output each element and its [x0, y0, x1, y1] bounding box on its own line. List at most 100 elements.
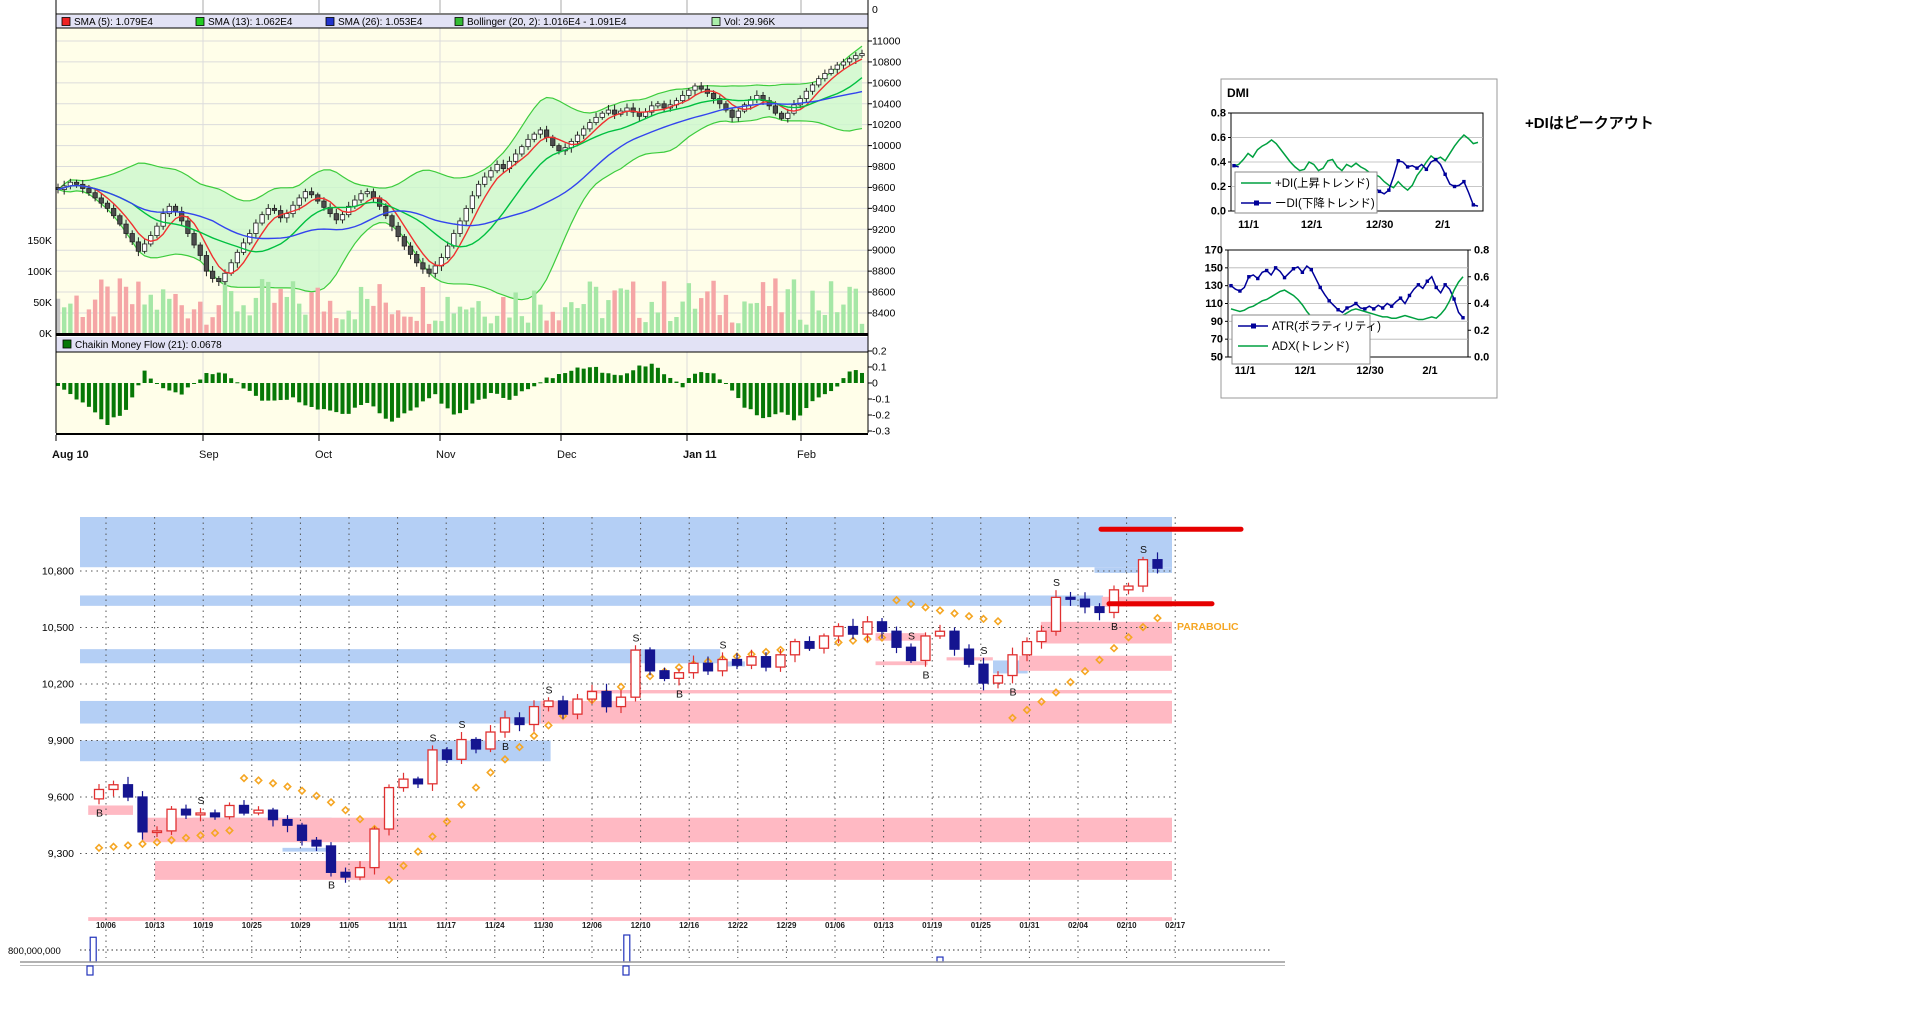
volume-bar	[68, 303, 73, 334]
candle-body	[688, 662, 699, 674]
parabolic-sar-dot	[529, 731, 539, 741]
dmi-chart-left-tick: 0.0	[1211, 206, 1226, 218]
candle-body	[426, 268, 432, 274]
chaikin-bar	[581, 368, 586, 383]
candle-body	[234, 251, 240, 264]
volume-bar	[383, 302, 388, 334]
volume-bar	[822, 314, 828, 334]
chaikin-bar	[420, 383, 425, 402]
candle-body	[195, 812, 206, 816]
volume-bar	[575, 308, 580, 334]
volume-bar	[61, 307, 67, 334]
sell-marker: S	[720, 639, 727, 651]
price-axis-label: 9200	[872, 224, 896, 236]
volume-bar	[587, 281, 593, 334]
volume-bar	[785, 289, 790, 334]
blue-price-band	[80, 649, 721, 664]
atr-marker	[1407, 293, 1412, 298]
candle-body	[543, 129, 550, 138]
candle-body	[500, 164, 506, 170]
volume-bar	[272, 302, 277, 334]
di-peakout-annotation: +DIはピークアウト	[1525, 115, 1654, 132]
chaikin-bar	[723, 383, 728, 384]
volume-bar	[630, 281, 636, 334]
volume-bar	[791, 279, 797, 334]
volume-bar	[494, 315, 500, 334]
sma-line-26	[57, 90, 863, 240]
chaikin-bar	[154, 383, 159, 385]
candle-body	[267, 809, 279, 821]
candle-body	[746, 656, 757, 666]
chaikin-bar	[86, 383, 91, 407]
chaikin-bar	[105, 383, 110, 425]
parabolic-sar-dot	[1124, 632, 1133, 642]
chaikin-bar	[99, 383, 104, 420]
candle-body	[934, 630, 946, 637]
parabolic-sar-dot	[152, 837, 162, 847]
chaikin-bar	[371, 383, 376, 407]
chaikin-bar	[185, 383, 190, 388]
candle-body	[649, 105, 655, 113]
volume-bar	[55, 298, 61, 334]
volume-bar	[748, 303, 753, 334]
volume-bar	[148, 294, 153, 334]
volume-bar	[297, 303, 302, 334]
chaikin-bar	[693, 373, 698, 383]
volume-bar	[414, 320, 419, 334]
price-axis-label: 10,500	[42, 622, 74, 634]
chaikin-bar	[513, 383, 518, 396]
candle-body	[475, 183, 482, 197]
parabolic-sar-dot	[471, 783, 481, 792]
atr-chart-left-tick: 70	[1211, 334, 1223, 346]
chaikin-bar	[495, 383, 500, 394]
minus-di-marker	[1415, 166, 1419, 170]
chaikin-axis-label: -0.1	[872, 394, 890, 406]
candle-body	[224, 804, 235, 818]
volume-bar	[371, 305, 376, 334]
candle-body	[775, 654, 786, 668]
volume-bar	[624, 289, 630, 334]
chaikin-axis-label: 0.2	[872, 346, 887, 358]
parabolic-sar-dot	[1153, 613, 1162, 623]
candle-body	[73, 181, 80, 185]
chaikin-bar	[216, 372, 221, 383]
atr-chart-x-tick: 11/1	[1235, 365, 1256, 377]
candle-body	[154, 225, 160, 236]
parabolic-sar-dot	[225, 826, 234, 835]
atr-marker	[1345, 306, 1349, 310]
volume-axis-label: 50K	[33, 297, 52, 309]
atr-marker	[1372, 307, 1376, 311]
chaikin-bar	[563, 373, 568, 383]
volume-baseline	[56, 333, 868, 336]
chaikin-bar	[860, 372, 864, 383]
chaikin-bar	[606, 373, 611, 383]
pink-price-band	[875, 661, 928, 666]
volume-bar	[507, 317, 512, 334]
volume-bar	[86, 309, 92, 334]
chaikin-bar	[427, 383, 432, 399]
chaikin-bar	[575, 367, 580, 383]
volume-bar	[804, 324, 809, 334]
chaikin-bar	[284, 383, 289, 400]
volume-bar	[760, 282, 766, 334]
chaikin-bar	[519, 383, 524, 392]
dmi-chart-left-tick: 0.4	[1211, 157, 1227, 169]
candle-body	[593, 116, 599, 124]
volume-bar	[303, 314, 308, 334]
atr-marker	[1238, 289, 1242, 293]
volume-bar	[235, 311, 240, 334]
date-label: 11/11	[388, 921, 408, 930]
chaikin-bar	[705, 372, 710, 383]
volume-bar	[365, 298, 370, 334]
parabolic-sar-dot	[921, 603, 930, 612]
candle-body	[203, 255, 210, 272]
candle-body	[1079, 598, 1091, 608]
chaikin-bar	[631, 370, 636, 383]
minus-di-marker	[1232, 163, 1236, 168]
sell-marker: S	[981, 645, 988, 657]
chaikin-bar	[544, 377, 549, 383]
volume-bar	[550, 311, 555, 334]
candle-body	[809, 84, 816, 92]
chaikin-bar	[748, 383, 753, 410]
date-label: 10/13	[145, 921, 166, 930]
